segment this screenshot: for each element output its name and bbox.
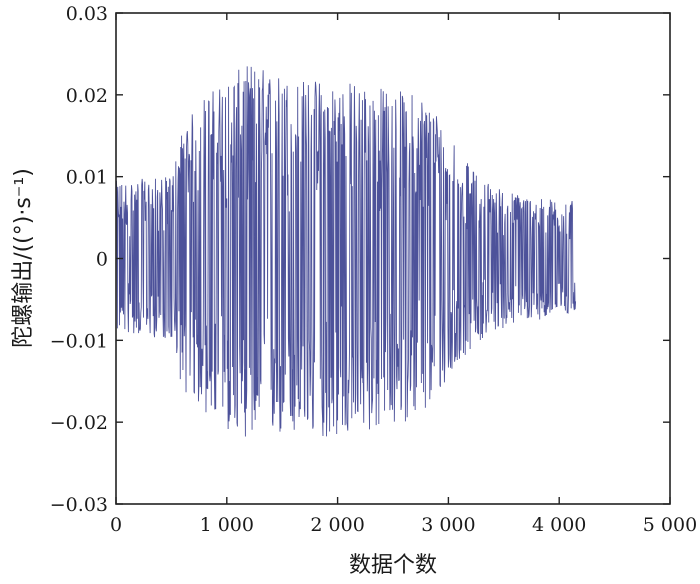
y-tick-label: 0.03 [66,3,108,25]
signal-line [115,66,577,437]
y-axis-label: 陀螺输出/((°)·s⁻¹) [11,168,36,348]
y-tick-label: −0.03 [50,494,108,516]
x-tick-label: 4 000 [532,514,586,536]
x-tick-label: 1 000 [200,514,254,536]
x-tick-label: 0 [110,514,122,536]
y-tick-label: 0.01 [66,167,108,189]
y-tick-label: 0 [96,249,108,271]
signal-series [115,66,577,437]
x-axis-label: 数据个数 [349,553,437,578]
x-axis-ticks: 0 1 000 2 000 3 000 4 000 5 000 [110,13,697,536]
x-tick-label: 3 000 [421,514,475,536]
x-tick-label: 2 000 [310,514,364,536]
y-tick-label: 0.02 [66,85,108,107]
y-tick-label: −0.01 [50,330,108,352]
x-tick-label: 5 000 [643,514,697,536]
y-tick-label: −0.02 [50,412,108,434]
y-axis-ticks: 0.03 0.02 0.01 0 −0.01 −0.02 −0.03 [50,3,670,516]
